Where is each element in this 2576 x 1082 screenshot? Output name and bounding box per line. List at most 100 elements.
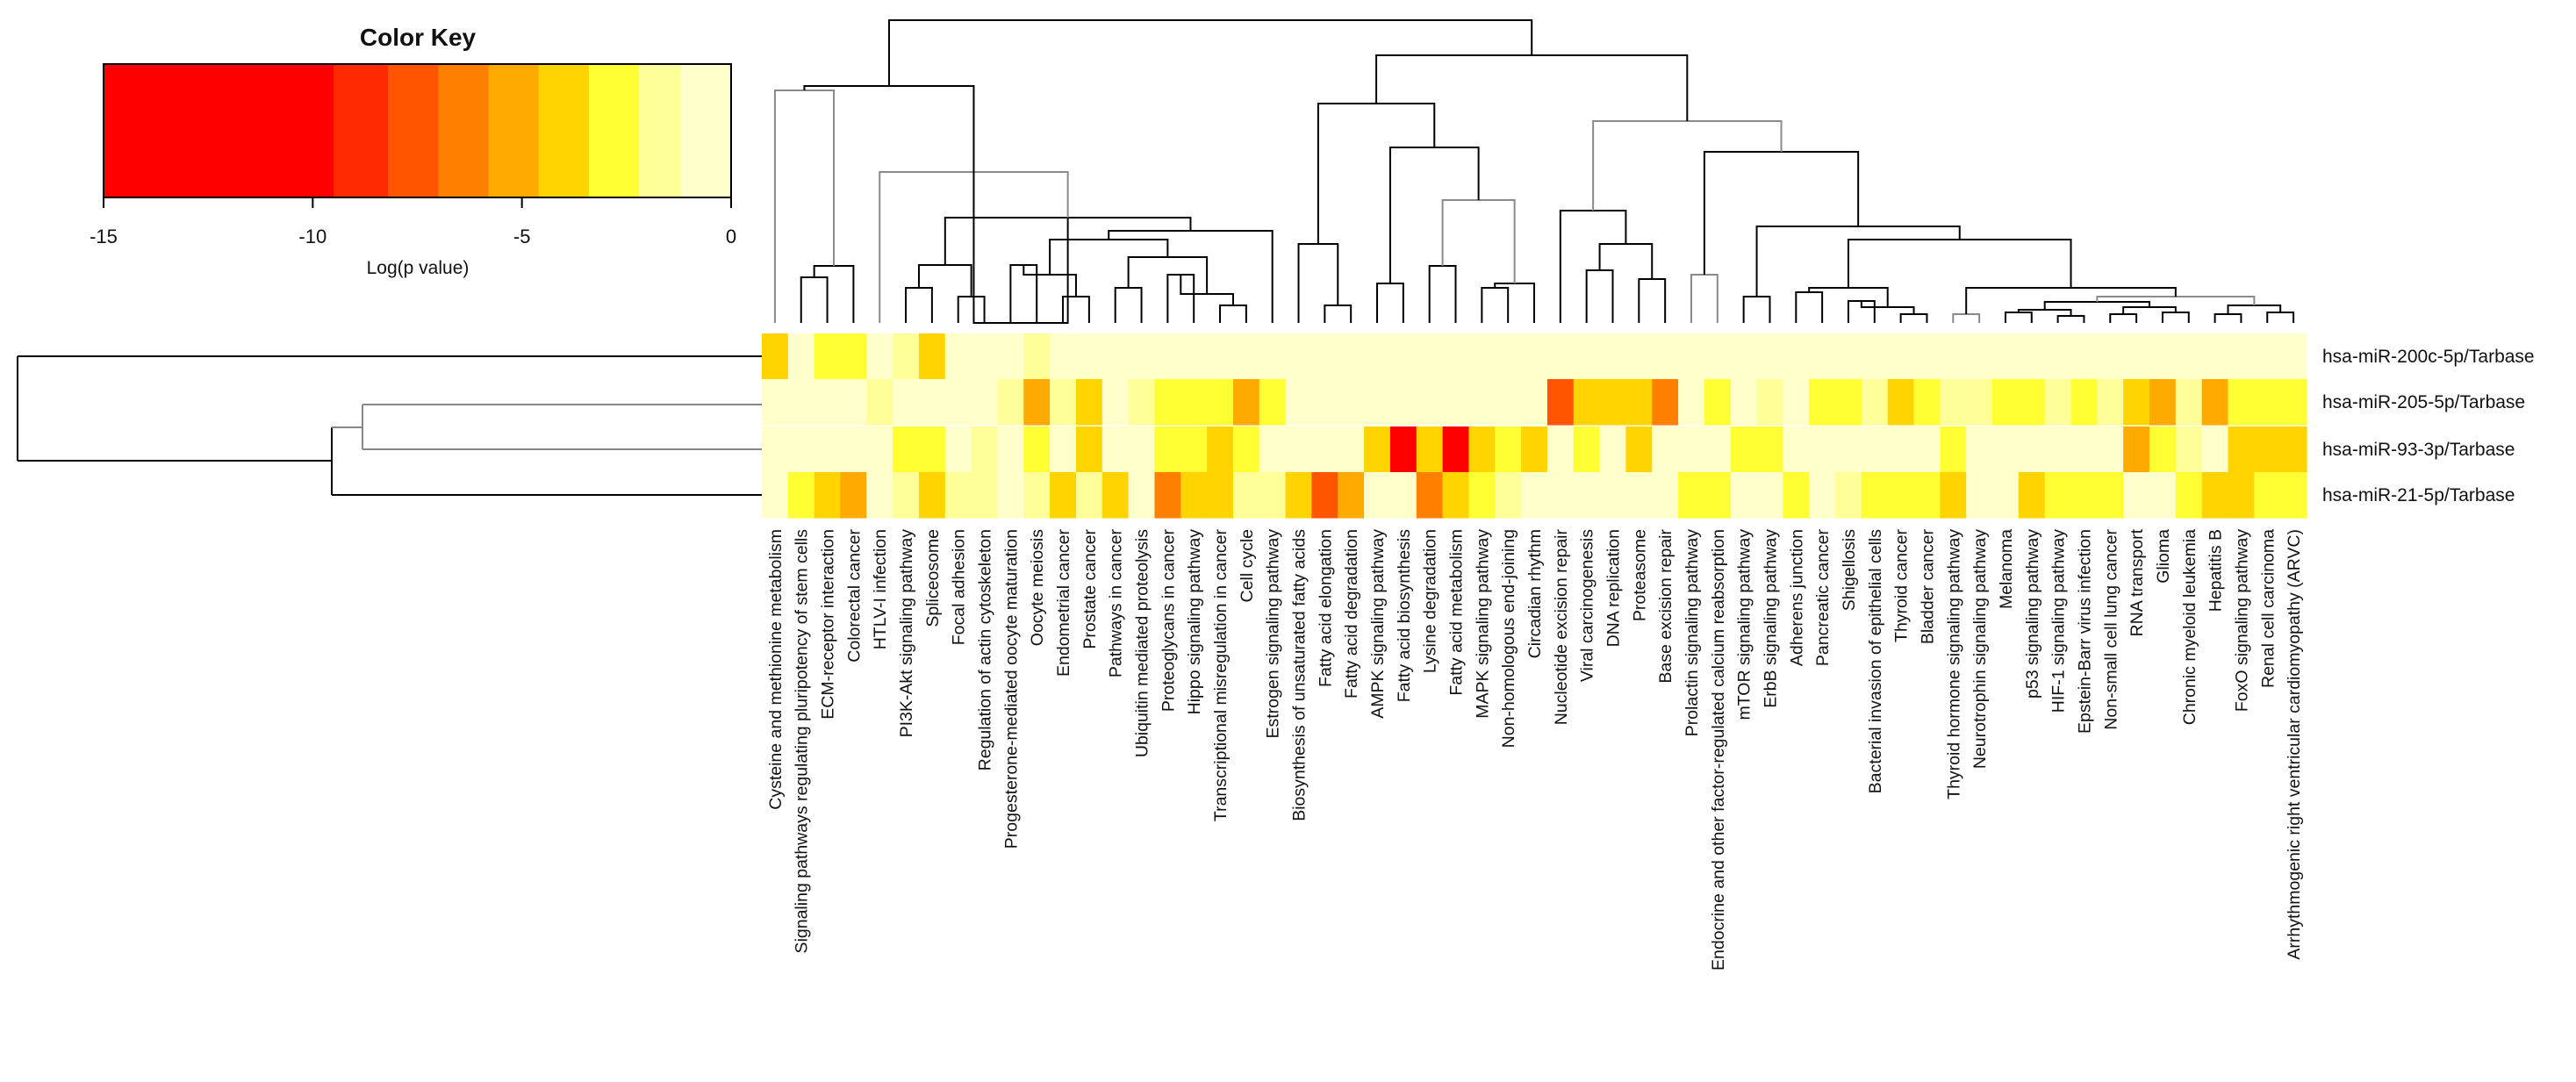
- column-label: Adherens junction: [1787, 529, 1806, 666]
- column-label: Ubiquitin mediated proteolysis: [1133, 529, 1152, 757]
- heatmap-cell: [2254, 426, 2281, 473]
- heatmap-cell: [2175, 426, 2203, 473]
- heatmap-cell: [1599, 472, 1627, 519]
- heatmap-cell: [1678, 379, 1705, 426]
- heatmap-cell: [997, 472, 1024, 519]
- heatmap-cell: [1992, 426, 2020, 473]
- dendrogram-link: [2004, 312, 2033, 323]
- dendrogram-link: [1481, 287, 1510, 323]
- heatmap-cell: [1546, 379, 1575, 426]
- dendrogram-link: [1219, 305, 1247, 323]
- heatmap-cell: [1678, 426, 1705, 473]
- heatmap-cell: [1128, 379, 1156, 426]
- heatmap-cell: [2149, 379, 2177, 426]
- dendrogram-link: [803, 85, 975, 172]
- heatmap-cell: [1442, 472, 1470, 519]
- column-label: Proteasome: [1630, 529, 1649, 621]
- heatmap-cell: [1887, 379, 1915, 426]
- heatmap-cell: [2097, 426, 2124, 473]
- heatmap-cells: [762, 333, 2307, 519]
- column-label: Lysine degradation: [1421, 529, 1440, 673]
- heatmap-cell: [1285, 379, 1313, 426]
- heatmap-cell: [1023, 426, 1051, 473]
- heatmap-cell: [1259, 379, 1287, 426]
- column-label: Pancreatic cancer: [1813, 528, 1833, 666]
- heatmap-cell: [2201, 379, 2229, 426]
- heatmap-cell: [1861, 426, 1889, 473]
- column-label: Fatty acid elongation: [1316, 529, 1335, 687]
- heatmap-cell: [1809, 472, 1836, 519]
- dendrogram-link: [813, 265, 855, 323]
- heatmap-cell: [2228, 379, 2255, 426]
- heatmap-cell: [1913, 426, 1941, 473]
- heatmap-cell: [1495, 426, 1522, 473]
- column-label: Melanoma: [1997, 529, 2016, 609]
- heatmap-cell: [1232, 333, 1260, 380]
- color-key-frame: [103, 63, 732, 198]
- heatmap-cell: [866, 379, 893, 426]
- heatmap-cell: [2201, 333, 2229, 380]
- column-label: ECM-receptor interaction: [819, 529, 838, 720]
- column-label: p53 signaling pathway: [2023, 529, 2042, 699]
- dendrogram-link: [1494, 283, 1535, 323]
- heatmap-cell: [2228, 472, 2255, 519]
- dendrogram-link: [1114, 287, 1143, 323]
- column-label: Viral carcinogenesis: [1578, 529, 1597, 682]
- color-key-bin: [334, 64, 389, 197]
- heatmap-cell: [1075, 379, 1103, 426]
- heatmap-cell: [814, 379, 842, 426]
- heatmap-cell: [1023, 472, 1051, 519]
- heatmap-cell: [840, 426, 867, 473]
- heatmap-cell: [1207, 426, 1234, 473]
- dendrogram-link: [1755, 226, 1961, 297]
- heatmap-cell: [2070, 426, 2098, 473]
- dendrogram-link: [887, 19, 1533, 86]
- column-label: AMPK signaling pathway: [1368, 529, 1388, 719]
- heatmap-cell: [1756, 333, 1783, 380]
- heatmap-cell: [1704, 426, 1732, 473]
- column-label: RNA transport: [2128, 528, 2147, 636]
- heatmap-cell: [971, 472, 999, 519]
- heatmap-cell: [1913, 333, 1941, 380]
- dendrogram-link: [1795, 291, 1824, 323]
- heatmap-cell: [1389, 426, 1417, 473]
- heatmap-cell: [2123, 472, 2150, 519]
- heatmap-cell: [1913, 472, 1941, 519]
- column-label: Estrogen signaling pathway: [1264, 529, 1283, 739]
- heatmap-cell: [787, 426, 815, 473]
- heatmap-cell: [997, 333, 1024, 380]
- column-label: Endometrial cancer: [1054, 528, 1073, 677]
- dendrogram-link: [1592, 120, 1783, 211]
- column-label: Colorectal cancer: [844, 528, 864, 662]
- heatmap-cell: [1992, 379, 2020, 426]
- heatmap-cell: [1285, 472, 1313, 519]
- heatmap-cell: [1913, 379, 1941, 426]
- heatmap-cell: [2123, 426, 2150, 473]
- column-label: FoxO signaling pathway: [2232, 529, 2251, 712]
- heatmap-cell: [1573, 333, 1601, 380]
- dendrogram-link: [972, 172, 1069, 324]
- column-label: PI3K-Akt signaling pathway: [897, 529, 916, 738]
- heatmap-cell: [2149, 333, 2177, 380]
- column-label: Pathways in cancer: [1107, 529, 1126, 678]
- column-label: Renal cell carcinoma: [2258, 529, 2278, 688]
- heatmap-cell: [787, 333, 815, 380]
- heatmap-cell: [2201, 472, 2229, 519]
- heatmap-cell: [1783, 379, 1810, 426]
- row-labels: hsa-miR-200c-5p/Tarbase hsa-miR-205-5p/Ta…: [2322, 347, 2535, 505]
- heatmap-cell: [1050, 379, 1077, 426]
- heatmap-cell: [1887, 426, 1915, 473]
- dendrogram-link: [1598, 243, 1654, 279]
- column-label: ErbB signaling pathway: [1761, 529, 1780, 708]
- column-label: Epstein-Barr virus infection: [2075, 529, 2094, 734]
- color-key: Color Key -15 -10 -5 0 Log(p value): [90, 24, 736, 278]
- heatmap-cell: [1678, 333, 1705, 380]
- color-key-bin: [104, 64, 334, 197]
- heatmap-cell: [1992, 472, 2020, 519]
- heatmap-cell: [1861, 472, 1889, 519]
- column-label: mTOR signaling pathway: [1735, 529, 1754, 720]
- heatmap-cell: [2097, 333, 2124, 380]
- heatmap-cell: [1625, 379, 1653, 426]
- heatmap-cell: [1050, 426, 1077, 473]
